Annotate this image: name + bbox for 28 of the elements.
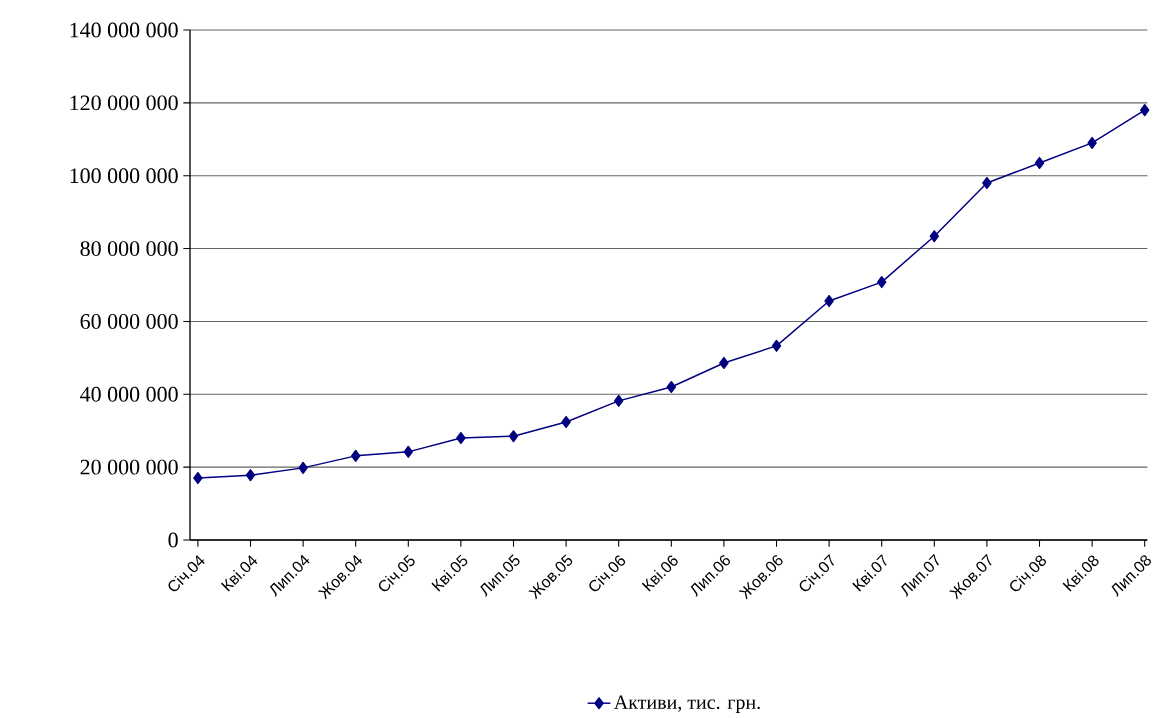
point bbox=[456, 431, 466, 445]
point bbox=[508, 430, 519, 443]
point bbox=[561, 415, 571, 429]
point bbox=[193, 472, 203, 485]
point bbox=[1087, 136, 1097, 149]
y-tick-label: 80 000 000 bbox=[80, 241, 178, 256]
point bbox=[824, 294, 834, 308]
point bbox=[982, 176, 992, 190]
point bbox=[719, 356, 729, 370]
y-tick-label: 40 000 000 bbox=[80, 386, 178, 402]
legend-label: Активи, тис. грн. bbox=[613, 695, 760, 714]
y-tick-label: 120 000 000 bbox=[70, 95, 178, 111]
point bbox=[929, 230, 940, 243]
point bbox=[666, 380, 677, 394]
y-tick-label: 140 000 000 bbox=[70, 22, 178, 38]
point bbox=[245, 469, 256, 482]
point bbox=[1139, 104, 1150, 117]
y-tick-label: 60 000 000 bbox=[80, 314, 178, 329]
point bbox=[613, 394, 624, 407]
point bbox=[298, 461, 308, 474]
point bbox=[876, 276, 887, 289]
point bbox=[350, 449, 361, 462]
y-tick-label: 100 000 000 bbox=[70, 168, 178, 184]
point bbox=[771, 339, 782, 352]
point bbox=[1034, 156, 1045, 170]
y-tick-label: 0 bbox=[168, 532, 178, 548]
y-tick-label: 20 000 000 bbox=[80, 459, 178, 475]
point bbox=[403, 445, 414, 458]
